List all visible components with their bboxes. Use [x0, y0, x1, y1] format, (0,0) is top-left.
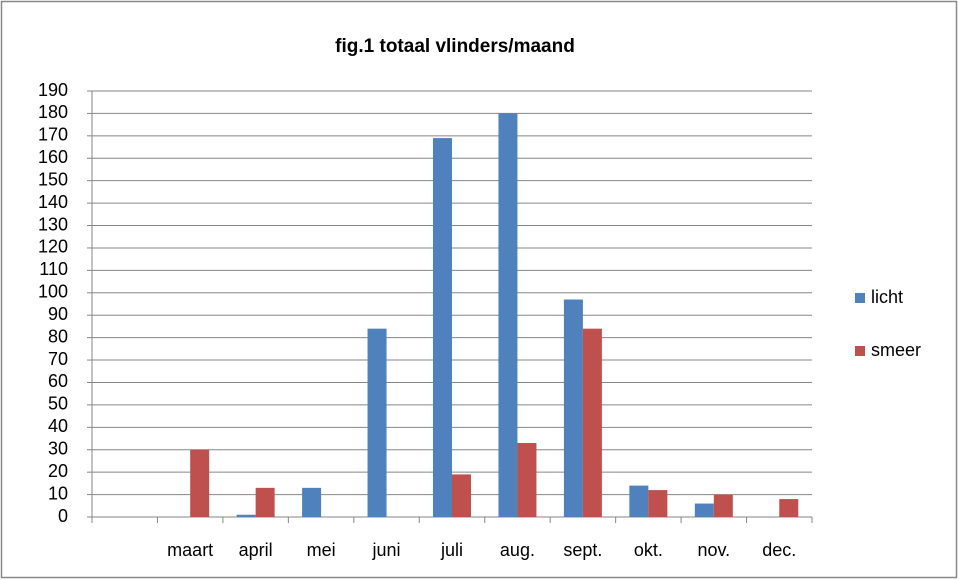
y-tick-label: 50	[48, 394, 68, 414]
y-tick-label: 100	[38, 282, 68, 302]
bar	[582, 328, 602, 517]
x-tick-label: sept.	[563, 540, 602, 560]
y-tick-label: 130	[38, 214, 68, 234]
bar	[255, 487, 275, 517]
x-tick-label: april	[239, 540, 273, 560]
y-tick-label: 80	[48, 326, 68, 346]
legend-label: smeer	[871, 340, 921, 360]
chart-title: fig.1 totaal vlinders/maand	[335, 36, 575, 57]
x-tick-label: aug.	[500, 540, 535, 560]
bar	[713, 494, 733, 517]
y-tick-label: 150	[38, 169, 68, 189]
y-tick-label: 180	[38, 102, 68, 122]
bar	[236, 514, 256, 517]
y-tick-label: 30	[48, 438, 68, 458]
x-tick-label: mei	[307, 540, 336, 560]
x-tick-label: juli	[440, 540, 463, 560]
bar	[648, 490, 668, 517]
bar	[498, 113, 518, 517]
x-tick-label: nov.	[697, 540, 730, 560]
x-tick-label: maart	[167, 540, 213, 560]
x-tick-label: dec.	[762, 540, 796, 560]
y-tick-label: 190	[38, 80, 68, 100]
bar	[694, 503, 714, 517]
y-tick-label: 10	[48, 483, 68, 503]
x-tick-label: juni	[372, 540, 401, 560]
y-tick-label: 120	[38, 237, 68, 257]
legend-label: licht	[871, 287, 903, 307]
bar	[517, 443, 537, 517]
y-tick-label: 40	[48, 416, 68, 436]
y-tick-label: 70	[48, 349, 68, 369]
legend-swatch	[855, 293, 865, 303]
y-tick-label: 0	[58, 506, 68, 526]
y-tick-label: 90	[48, 304, 68, 324]
bar	[563, 299, 583, 517]
bar	[367, 328, 387, 517]
bar	[433, 138, 452, 517]
bar	[629, 485, 649, 517]
y-tick-label: 160	[38, 147, 68, 167]
y-tick-label: 110	[39, 259, 68, 279]
y-tick-label: 20	[48, 461, 68, 481]
x-tick-label: okt.	[634, 540, 663, 560]
bar	[779, 499, 799, 517]
y-tick-label: 140	[38, 192, 68, 212]
bar	[190, 449, 210, 517]
legend-swatch	[855, 346, 865, 356]
y-tick-label: 170	[38, 125, 68, 145]
bar	[452, 474, 471, 517]
bar	[302, 487, 322, 517]
y-tick-label: 60	[48, 371, 68, 391]
